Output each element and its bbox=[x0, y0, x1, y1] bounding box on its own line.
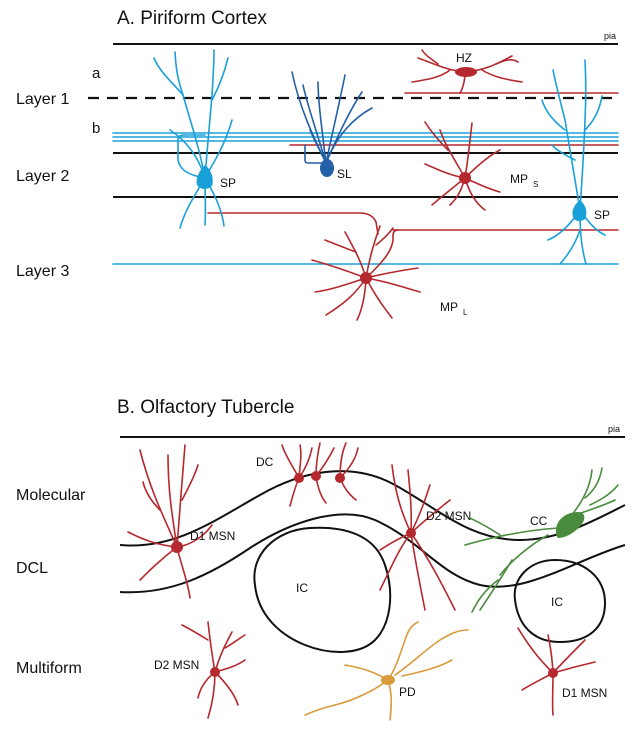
sublayer-b-label: b bbox=[92, 120, 100, 137]
panel-a-title: A. Piriform Cortex bbox=[117, 8, 267, 29]
pd-soma bbox=[381, 675, 395, 685]
sp-right-label: SP bbox=[594, 208, 610, 222]
sp-left-label: SP bbox=[220, 176, 236, 190]
molecular-label: Molecular bbox=[16, 487, 86, 504]
sl-neuron bbox=[291, 71, 373, 164]
dc-soma-3 bbox=[335, 473, 345, 483]
d1-msn-top-soma bbox=[171, 541, 183, 553]
mp-l-label: MP bbox=[440, 300, 458, 314]
mp-s-subscript: S bbox=[533, 180, 538, 189]
d1-msn-bottom-label: D1 MSN bbox=[562, 686, 607, 700]
cc-neuron bbox=[464, 467, 619, 613]
sublayer-a-label: a bbox=[92, 65, 101, 82]
sp-left-neuron bbox=[153, 49, 233, 229]
pia-label-a: pia bbox=[604, 31, 616, 41]
dcl-upper-boundary bbox=[119, 470, 626, 547]
pia-label-b: pia bbox=[608, 424, 620, 434]
sp-right-neuron bbox=[541, 59, 606, 265]
d2-msn-top-label: D2 MSN bbox=[426, 509, 471, 523]
d2-msn-bottom-label: D2 MSN bbox=[154, 658, 199, 672]
ic-left-island bbox=[253, 526, 392, 653]
panel-b-olfactory-tubercle: B. Olfactory Tubercle pia Molecular DCL … bbox=[16, 397, 626, 721]
sp-left-soma bbox=[196, 165, 213, 189]
ic-right-label: IC bbox=[551, 595, 563, 609]
multiform-label: Multiform bbox=[16, 660, 82, 677]
layer-3-label: Layer 3 bbox=[16, 263, 69, 280]
panel-b-title: B. Olfactory Tubercle bbox=[117, 397, 294, 418]
layer1b-axon-lines bbox=[112, 132, 619, 142]
ic-left-label: IC bbox=[296, 581, 308, 595]
pd-label: PD bbox=[399, 685, 416, 699]
d2-msn-top-soma bbox=[406, 528, 416, 538]
dcl-label: DCL bbox=[16, 560, 48, 577]
d2-msn-bottom-soma bbox=[210, 667, 220, 677]
cc-label: CC bbox=[530, 514, 548, 528]
dc-soma-1 bbox=[294, 473, 304, 483]
sl-label: SL bbox=[337, 167, 352, 181]
ic-right-island bbox=[513, 558, 607, 644]
layer-2-label: Layer 2 bbox=[16, 168, 69, 185]
d1-msn-top-neuron bbox=[127, 444, 213, 599]
sl-soma bbox=[320, 159, 334, 177]
red-axon-lines bbox=[207, 92, 619, 235]
hz-soma bbox=[455, 67, 477, 77]
mp-s-soma bbox=[459, 172, 471, 184]
sp-right-soma bbox=[572, 200, 587, 222]
dc-label: DC bbox=[256, 455, 274, 469]
dc-soma-2 bbox=[311, 471, 321, 481]
layer-1-label: Layer 1 bbox=[16, 91, 69, 108]
dcl-lower-boundary bbox=[119, 513, 626, 594]
d2-msn-top-neuron bbox=[379, 464, 456, 611]
mp-l-soma bbox=[360, 272, 372, 284]
mp-l-subscript: L bbox=[463, 308, 468, 317]
hz-label: HZ bbox=[456, 51, 472, 65]
d1-msn-top-label: D1 MSN bbox=[190, 529, 235, 543]
pd-neuron bbox=[304, 621, 469, 721]
cc-soma bbox=[556, 512, 585, 538]
d1-msn-bottom-soma bbox=[548, 668, 558, 678]
panel-a-piriform-cortex: A. Piriform Cortex pia a b Layer 1 Layer… bbox=[16, 8, 619, 321]
mp-s-label: MP bbox=[510, 172, 528, 186]
